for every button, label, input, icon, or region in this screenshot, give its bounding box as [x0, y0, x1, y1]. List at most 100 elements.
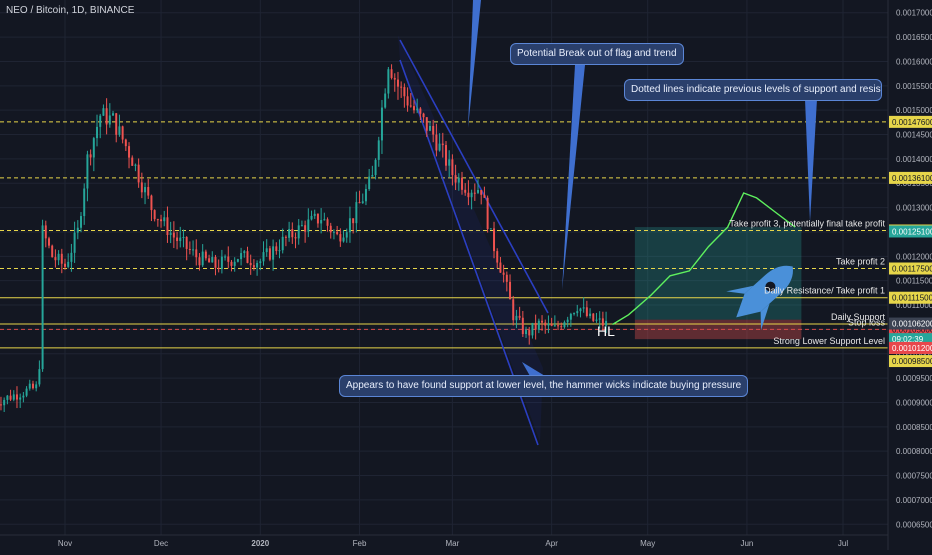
- candle-body: [262, 252, 265, 262]
- candle-body: [425, 117, 428, 131]
- price-label: 0.00098500: [892, 357, 932, 366]
- candle-body: [595, 319, 598, 321]
- candle-body: [25, 388, 28, 396]
- candle-body: [9, 395, 12, 400]
- candle-body: [137, 164, 140, 183]
- candle-body: [454, 175, 457, 183]
- candle-body: [284, 236, 287, 238]
- candle-body: [329, 225, 332, 233]
- candle-body: [31, 383, 34, 389]
- candle-body: [294, 237, 297, 239]
- candle-body: [211, 257, 214, 263]
- candle-body: [320, 220, 323, 224]
- candle-body: [435, 134, 438, 151]
- candle-body: [416, 108, 419, 111]
- take-profit-3-label: Take profit 3, potentially final take pr…: [729, 219, 885, 229]
- candle-body: [44, 225, 47, 239]
- candle-body: [480, 190, 483, 195]
- candle-body: [147, 187, 150, 196]
- candle-body: [291, 229, 294, 238]
- candle-body: [534, 322, 537, 330]
- candle-body: [300, 225, 303, 227]
- candle-body: [374, 159, 377, 176]
- candle-body: [150, 195, 153, 211]
- take-profit-2-label: Take profit 2: [836, 257, 885, 267]
- rocket-icon: [726, 265, 793, 331]
- candle-body: [220, 256, 223, 269]
- x-tick-label: Feb: [353, 539, 367, 548]
- candle-body: [316, 213, 319, 224]
- candle-body: [166, 217, 169, 235]
- candle-body: [230, 261, 233, 266]
- candle-body: [470, 192, 473, 198]
- candle-body: [345, 232, 348, 238]
- candle-body: [217, 267, 220, 269]
- x-tick-label: 2020: [251, 539, 269, 548]
- strong-lower-support-label: Strong Lower Support Level: [773, 336, 885, 346]
- price-box: [889, 317, 932, 330]
- candle-body: [326, 219, 329, 226]
- candle-body: [172, 232, 175, 238]
- candle-body: [483, 194, 486, 198]
- candles: [0, 64, 608, 413]
- candle-body: [377, 140, 380, 160]
- x-axis: Nov Dec 2020 Feb Mar Apr May Jun Jul: [0, 534, 888, 548]
- candle-body: [70, 252, 73, 262]
- candle-body: [525, 330, 528, 335]
- candle-body: [557, 325, 560, 327]
- candle-body: [89, 154, 92, 158]
- candle-body: [41, 225, 44, 370]
- candle-body: [544, 322, 547, 326]
- candle-body: [80, 216, 83, 228]
- candle-body: [227, 256, 230, 262]
- candle-body: [112, 113, 115, 116]
- price-label: 0.00125100: [892, 227, 932, 236]
- candle-body: [304, 225, 307, 232]
- candle-body: [240, 253, 243, 260]
- candle-body: [428, 125, 431, 131]
- candle-body: [134, 164, 137, 166]
- price-box: [889, 225, 932, 238]
- candle-body: [0, 404, 2, 406]
- candle-body: [214, 257, 217, 268]
- candle-body: [96, 126, 99, 139]
- candle-body: [371, 175, 374, 177]
- candle-body: [275, 246, 278, 251]
- candle-body: [118, 126, 121, 135]
- candle-body: [73, 232, 76, 253]
- candle-body: [448, 159, 451, 166]
- candle-body: [188, 248, 191, 250]
- candle-body: [409, 105, 412, 107]
- candle-body: [438, 143, 441, 151]
- candle-body: [243, 251, 246, 254]
- candle-body: [272, 246, 275, 260]
- candle-body: [592, 313, 595, 321]
- callout-pointers: [468, 0, 817, 376]
- candle-body: [451, 159, 454, 176]
- candle-body: [419, 108, 422, 114]
- candle-body: [156, 219, 159, 221]
- candle-body: [467, 192, 470, 198]
- projection: [612, 192, 796, 326]
- candle-body: [569, 313, 572, 320]
- callout-support: Appears to have found support at lower l…: [339, 375, 749, 397]
- candle-body: [108, 115, 111, 125]
- candle-body: [35, 384, 38, 389]
- candle-body: [400, 86, 403, 88]
- candle-body: [102, 108, 105, 116]
- candle-body: [99, 115, 102, 127]
- candle-body: [509, 281, 512, 300]
- candle-body: [579, 308, 582, 312]
- candle-body: [208, 258, 211, 263]
- candle-body: [15, 394, 18, 400]
